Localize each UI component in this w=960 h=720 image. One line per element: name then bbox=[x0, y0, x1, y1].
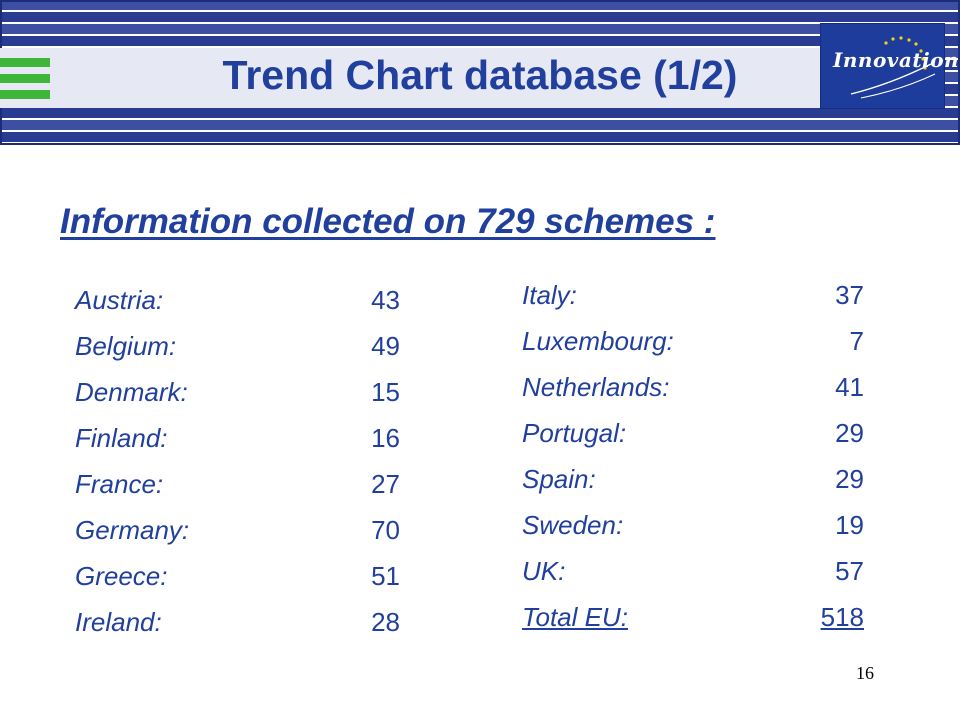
country-name: Spain: bbox=[522, 463, 596, 494]
scheme-count: 27 bbox=[371, 468, 400, 499]
country-name: Italy: bbox=[522, 279, 577, 310]
country-name: Germany: bbox=[75, 514, 190, 545]
list-item: Ireland: 28 bbox=[75, 599, 400, 645]
scheme-count: 37 bbox=[835, 279, 864, 310]
scheme-count: 51 bbox=[371, 560, 400, 591]
list-item: Luxembourg: 7 bbox=[522, 318, 864, 364]
country-list-right: Italy: 37 Luxembourg: 7 Netherlands: 41 … bbox=[522, 272, 864, 640]
scheme-count: 49 bbox=[371, 330, 400, 361]
page-number: 16 bbox=[856, 663, 874, 683]
green-bars-decoration bbox=[0, 58, 50, 106]
total-value: 518 bbox=[820, 601, 864, 632]
country-name: UK: bbox=[522, 555, 566, 586]
scheme-count: 57 bbox=[835, 555, 864, 586]
slide-title: Trend Chart database (1/2) bbox=[222, 52, 738, 98]
list-item: Portugal: 29 bbox=[522, 410, 864, 456]
stars-icon bbox=[850, 36, 936, 99]
title-band bbox=[0, 48, 820, 108]
country-name: Ireland: bbox=[75, 606, 162, 637]
list-item: Austria: 43 bbox=[75, 277, 400, 323]
list-item: Spain: 29 bbox=[522, 456, 864, 502]
scheme-count: 15 bbox=[371, 376, 400, 407]
country-name: France: bbox=[75, 468, 164, 499]
subtitle: Information collected on 729 schemes : bbox=[60, 202, 716, 241]
scheme-count: 19 bbox=[835, 509, 864, 540]
list-item: France: 27 bbox=[75, 461, 400, 507]
list-item: Germany: 70 bbox=[75, 507, 400, 553]
scheme-count: 43 bbox=[371, 284, 400, 315]
list-item: Denmark: 15 bbox=[75, 369, 400, 415]
scheme-count: 29 bbox=[835, 417, 864, 448]
list-item: Sweden: 19 bbox=[522, 502, 864, 548]
list-item: Italy: 37 bbox=[522, 272, 864, 318]
logo-text: Innovation bbox=[833, 48, 960, 72]
scheme-count: 70 bbox=[371, 514, 400, 545]
scheme-count: 41 bbox=[835, 371, 864, 402]
scheme-count: 16 bbox=[371, 422, 400, 453]
list-item: Netherlands: 41 bbox=[522, 364, 864, 410]
country-list-left: Austria: 43 Belgium: 49 Denmark: 15 Finl… bbox=[75, 277, 400, 645]
list-item: Greece: 51 bbox=[75, 553, 400, 599]
scheme-count: 28 bbox=[371, 606, 400, 637]
total-label: Total EU: bbox=[522, 601, 628, 632]
scheme-count: 7 bbox=[849, 325, 864, 356]
innovation-logo: Innovation bbox=[820, 23, 959, 109]
total-row: Total EU: 518 bbox=[522, 594, 864, 640]
country-name: Finland: bbox=[75, 422, 168, 453]
country-name: Netherlands: bbox=[522, 371, 670, 402]
list-item: UK: 57 bbox=[522, 548, 864, 594]
country-name: Austria: bbox=[75, 284, 164, 315]
country-name: Belgium: bbox=[75, 330, 177, 361]
scheme-count: 29 bbox=[835, 463, 864, 494]
list-item: Belgium: 49 bbox=[75, 323, 400, 369]
country-name: Greece: bbox=[75, 560, 168, 591]
country-name: Sweden: bbox=[522, 509, 624, 540]
country-name: Denmark: bbox=[75, 376, 188, 407]
country-name: Luxembourg: bbox=[522, 325, 674, 356]
country-name: Portugal: bbox=[522, 417, 627, 448]
list-item: Finland: 16 bbox=[75, 415, 400, 461]
